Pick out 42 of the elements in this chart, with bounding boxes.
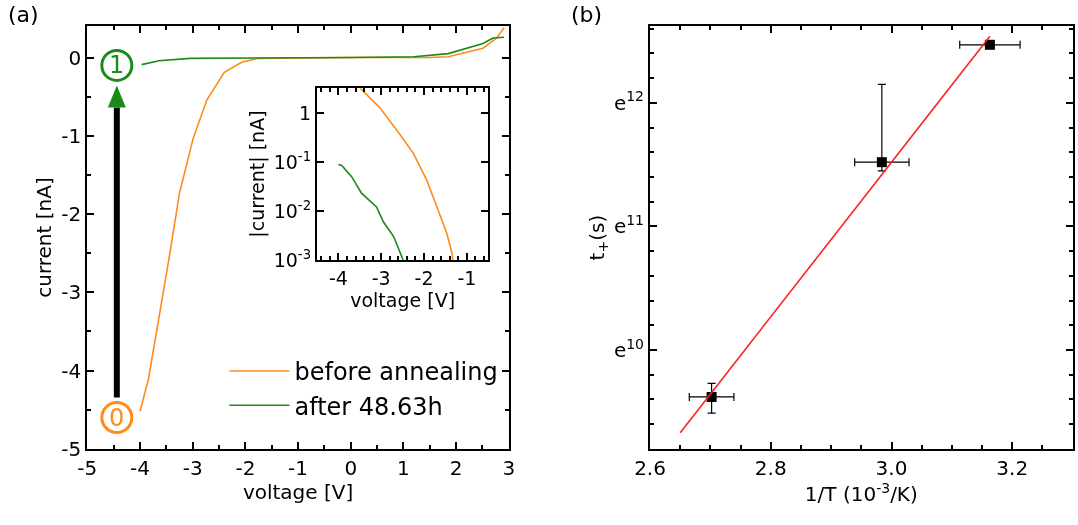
- x-tick-label: -1: [457, 266, 477, 289]
- y-tick-label: -4: [61, 358, 82, 383]
- annotation: 0: [109, 404, 125, 432]
- x-tick-label: 3.0: [875, 455, 908, 480]
- chart-title: (b): [571, 2, 603, 27]
- y-tick-label: 10$^{-1}$: [273, 148, 312, 173]
- x-tick-label: 2.6: [634, 455, 666, 480]
- y-tick-label: 0: [68, 45, 82, 70]
- x-tick-label: -4: [130, 455, 150, 480]
- y-tick-label: -2: [61, 202, 82, 227]
- x-axis-title: voltage [V]: [242, 479, 354, 504]
- y-tick-label: 10$^{-3}$: [273, 246, 312, 271]
- x-tick-label: 3.2: [996, 455, 1029, 480]
- point: [984, 39, 995, 50]
- x-tick-label: 0: [344, 455, 358, 480]
- y-tick-label: e$^{10}$: [613, 335, 645, 363]
- x-tick-label: -3: [182, 455, 203, 480]
- x-tick-label: 2.8: [754, 455, 787, 480]
- line-series: [337, 163, 404, 260]
- y-tick-label: 1: [299, 101, 312, 124]
- x-axis-title: voltage [V]: [350, 288, 456, 311]
- x-tick-label: -2: [414, 266, 434, 289]
- y-tick-label: e$^{11}$: [613, 212, 645, 239]
- point: [876, 157, 887, 168]
- y-tick-label: 10$^{-2}$: [273, 197, 312, 222]
- x-axis-title: 1/T (10$^{-3}$/K): [804, 479, 918, 507]
- x-tick-label: -2: [235, 455, 256, 480]
- x-tick-label: -4: [328, 266, 348, 289]
- x-tick-label: 1: [397, 455, 410, 480]
- legend-label: before annealing: [294, 358, 498, 387]
- y-tick-label: e$^{12}$: [613, 88, 645, 115]
- x-tick-label: 2: [449, 455, 463, 480]
- x-tick-label: 3: [502, 455, 516, 480]
- legend-label: after 48.63h: [294, 392, 443, 421]
- line-series: [140, 36, 505, 66]
- y-tick-label: -1: [61, 123, 82, 148]
- y-axis-title: current [nA]: [32, 177, 57, 298]
- line-series: [359, 88, 454, 260]
- x-tick-label: -3: [371, 266, 391, 289]
- annotation: 1: [109, 51, 125, 79]
- chart-title: (a): [8, 2, 39, 27]
- y-axis-title: |current| [nA]: [246, 110, 270, 238]
